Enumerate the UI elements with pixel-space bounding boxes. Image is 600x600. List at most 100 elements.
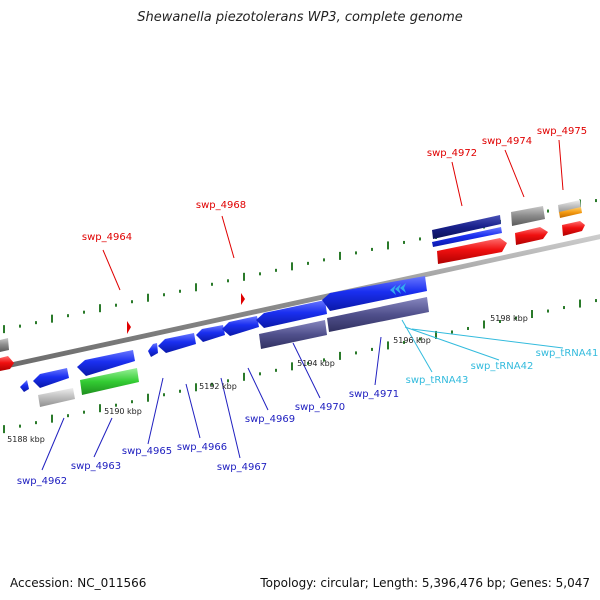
gene-arrow[interactable] bbox=[20, 380, 29, 392]
track-dot bbox=[579, 299, 581, 308]
track-dot bbox=[259, 372, 261, 376]
track-dot bbox=[531, 310, 533, 319]
track-dot bbox=[595, 299, 597, 303]
gene-arrow[interactable] bbox=[77, 350, 135, 376]
gene-arrow[interactable] bbox=[259, 320, 327, 349]
trna-label[interactable]: swp_tRNA42 bbox=[471, 361, 534, 372]
track-dot bbox=[115, 403, 117, 407]
leader-line bbox=[411, 328, 564, 349]
gene-label[interactable]: swp_4966 bbox=[177, 442, 227, 453]
scale-label: 5194 kbp bbox=[297, 359, 335, 368]
track-dot bbox=[211, 282, 213, 286]
track-dot bbox=[3, 325, 5, 334]
gene-arrow[interactable] bbox=[0, 338, 9, 352]
gene-label[interactable]: swp_4962 bbox=[17, 476, 67, 487]
track-dot bbox=[387, 341, 389, 350]
track-dot bbox=[483, 320, 485, 329]
track-dot bbox=[371, 347, 373, 351]
gene-arrow[interactable] bbox=[322, 276, 427, 311]
track-dot bbox=[67, 414, 69, 418]
track-dot bbox=[211, 382, 213, 386]
leader-line bbox=[220, 377, 241, 459]
gene-label[interactable]: swp_4968 bbox=[196, 200, 246, 211]
gene-arrow[interactable] bbox=[158, 333, 196, 353]
gene-arrow[interactable] bbox=[80, 368, 139, 395]
gene-arrow[interactable] bbox=[38, 388, 75, 407]
leader-line bbox=[451, 161, 463, 207]
track-dot bbox=[3, 425, 5, 434]
track-dot bbox=[307, 261, 309, 265]
trna-arrow[interactable] bbox=[400, 283, 406, 293]
leader-line bbox=[247, 367, 269, 411]
gene-arrow[interactable] bbox=[33, 368, 69, 388]
gene-arrow[interactable] bbox=[432, 215, 501, 239]
gene-label[interactable]: swp_4970 bbox=[295, 402, 345, 413]
gene-arrow[interactable] bbox=[515, 227, 548, 245]
track-dot bbox=[259, 272, 261, 276]
gene-arrow[interactable] bbox=[241, 293, 245, 305]
gene-arrow[interactable] bbox=[558, 200, 581, 213]
track-dot bbox=[355, 251, 357, 255]
track-dot bbox=[147, 393, 149, 402]
forward-genes bbox=[0, 200, 585, 371]
gene-arrow[interactable] bbox=[562, 221, 585, 236]
track-dot bbox=[355, 351, 357, 355]
gene-label[interactable]: swp_4963 bbox=[71, 461, 121, 472]
track-dot bbox=[339, 351, 341, 360]
track-dot bbox=[243, 272, 245, 281]
track-dot bbox=[243, 372, 245, 381]
gene-arrow[interactable] bbox=[196, 325, 225, 342]
gene-label[interactable]: swp_4967 bbox=[217, 462, 267, 473]
track-dot bbox=[99, 304, 101, 313]
accession-text: Accession: NC_011566 bbox=[10, 576, 147, 590]
gene-arrow[interactable] bbox=[222, 316, 259, 336]
gene-arrow[interactable] bbox=[559, 207, 582, 218]
track-dot bbox=[83, 410, 85, 414]
trna-label[interactable]: swp_tRNA41 bbox=[536, 348, 599, 359]
track-dot bbox=[115, 303, 117, 307]
scale-labels: 5188 kbp 5190 kbp 5192 kbp 5194 kbp 5196… bbox=[7, 314, 528, 444]
trna-arrow[interactable] bbox=[395, 284, 401, 294]
trna-arrow[interactable] bbox=[390, 285, 396, 295]
track-dot bbox=[131, 400, 133, 404]
track-dot bbox=[547, 309, 549, 313]
trna-label[interactable]: swp_tRNA43 bbox=[406, 375, 469, 386]
gene-arrow[interactable] bbox=[432, 227, 502, 247]
leader-line bbox=[147, 377, 164, 445]
track-dot bbox=[291, 362, 293, 371]
gene-label[interactable]: swp_4975 bbox=[537, 126, 587, 137]
scale-label: 5190 kbp bbox=[104, 407, 142, 416]
gene-arrow[interactable] bbox=[437, 238, 507, 264]
leader-line bbox=[93, 417, 113, 458]
leader-line bbox=[41, 417, 65, 471]
gene-label[interactable]: swp_4965 bbox=[122, 446, 172, 457]
leader-line bbox=[102, 249, 121, 291]
gene-label[interactable]: swp_4971 bbox=[349, 389, 399, 400]
track-dot bbox=[515, 316, 517, 320]
track-dot bbox=[147, 293, 149, 302]
track-dot bbox=[19, 324, 21, 328]
gene-arrow[interactable] bbox=[256, 300, 327, 328]
track-dot bbox=[275, 268, 277, 272]
gene-arrow[interactable] bbox=[148, 343, 158, 357]
gene-label[interactable]: swp_4974 bbox=[482, 136, 532, 147]
track-dot bbox=[163, 393, 165, 397]
topology-text: Topology: circular; Length: 5,396,476 bp… bbox=[260, 576, 590, 590]
leader-line bbox=[404, 326, 500, 361]
gene-arrow[interactable] bbox=[0, 356, 14, 371]
track-dot bbox=[371, 247, 373, 251]
gene-arrow[interactable] bbox=[327, 297, 429, 332]
leader-line bbox=[504, 149, 525, 198]
leader-line bbox=[374, 336, 382, 386]
track-dot bbox=[35, 321, 37, 325]
track-dot bbox=[51, 314, 53, 323]
gene-label[interactable]: swp_4964 bbox=[82, 232, 132, 243]
gene-arrow[interactable] bbox=[511, 206, 545, 226]
leader-line bbox=[185, 383, 201, 439]
track-dot bbox=[179, 289, 181, 293]
track-dot bbox=[163, 293, 165, 297]
gene-arrow[interactable] bbox=[127, 321, 131, 334]
track-dot bbox=[99, 404, 101, 413]
gene-label[interactable]: swp_4969 bbox=[245, 414, 295, 425]
gene-label[interactable]: swp_4972 bbox=[427, 148, 477, 159]
